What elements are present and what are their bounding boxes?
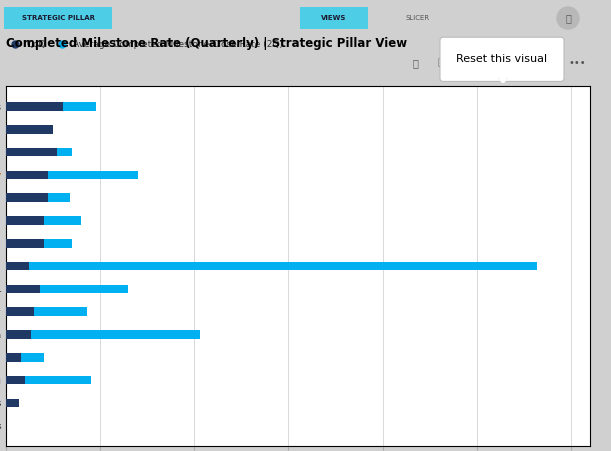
Circle shape [557, 7, 579, 29]
Text: ☰: ☰ [464, 58, 474, 69]
Text: ⤢: ⤢ [547, 58, 553, 69]
Text: Completed Milestone Rate (Quarterly) | Strategic Pillar View: Completed Milestone Rate (Quarterly) | S… [6, 37, 408, 50]
Bar [6, 353, 21, 362]
Bar [6, 102, 62, 111]
Text: ⏱: ⏱ [565, 13, 571, 23]
Bar [6, 285, 40, 293]
Bar [44, 216, 81, 225]
Text: Average Completed Milestone Close Rate (2Q): Average Completed Milestone Close Rate (… [73, 40, 283, 49]
Text: Reset this visual: Reset this visual [456, 54, 547, 64]
Text: VIEWS: VIEWS [321, 15, 346, 21]
Bar [6, 262, 29, 271]
Bar [40, 285, 128, 293]
Bar [31, 330, 200, 339]
Bar [6, 399, 20, 407]
Bar [6, 148, 57, 156]
Bar [29, 262, 537, 271]
Bar [48, 170, 138, 179]
Bar [511, 52, 535, 74]
Text: •••: ••• [568, 58, 586, 69]
Bar [21, 353, 44, 362]
Bar [6, 239, 44, 248]
Bar [6, 170, 48, 179]
Bar [48, 193, 70, 202]
Text: ❑: ❑ [437, 58, 447, 69]
Text: SLICER: SLICER [406, 15, 430, 21]
Bar [6, 376, 25, 384]
Bar [6, 193, 48, 202]
Bar [6, 330, 31, 339]
Text: STRATEGIC PILLAR: STRATEGIC PILLAR [21, 15, 95, 21]
Bar [6, 308, 34, 316]
Bar [4, 7, 112, 29]
Bar [300, 7, 368, 29]
Polygon shape [499, 78, 507, 83]
Text: ⌖: ⌖ [412, 58, 418, 69]
Bar [62, 102, 97, 111]
Bar [25, 376, 91, 384]
Bar [6, 125, 53, 133]
Text: QoQ: QoQ [26, 40, 46, 49]
Bar [6, 216, 44, 225]
Bar [44, 239, 72, 248]
Text: ❙▷: ❙▷ [488, 58, 504, 69]
Bar [34, 308, 87, 316]
Bar [57, 148, 72, 156]
FancyBboxPatch shape [440, 37, 564, 82]
Text: ↩: ↩ [519, 58, 527, 69]
